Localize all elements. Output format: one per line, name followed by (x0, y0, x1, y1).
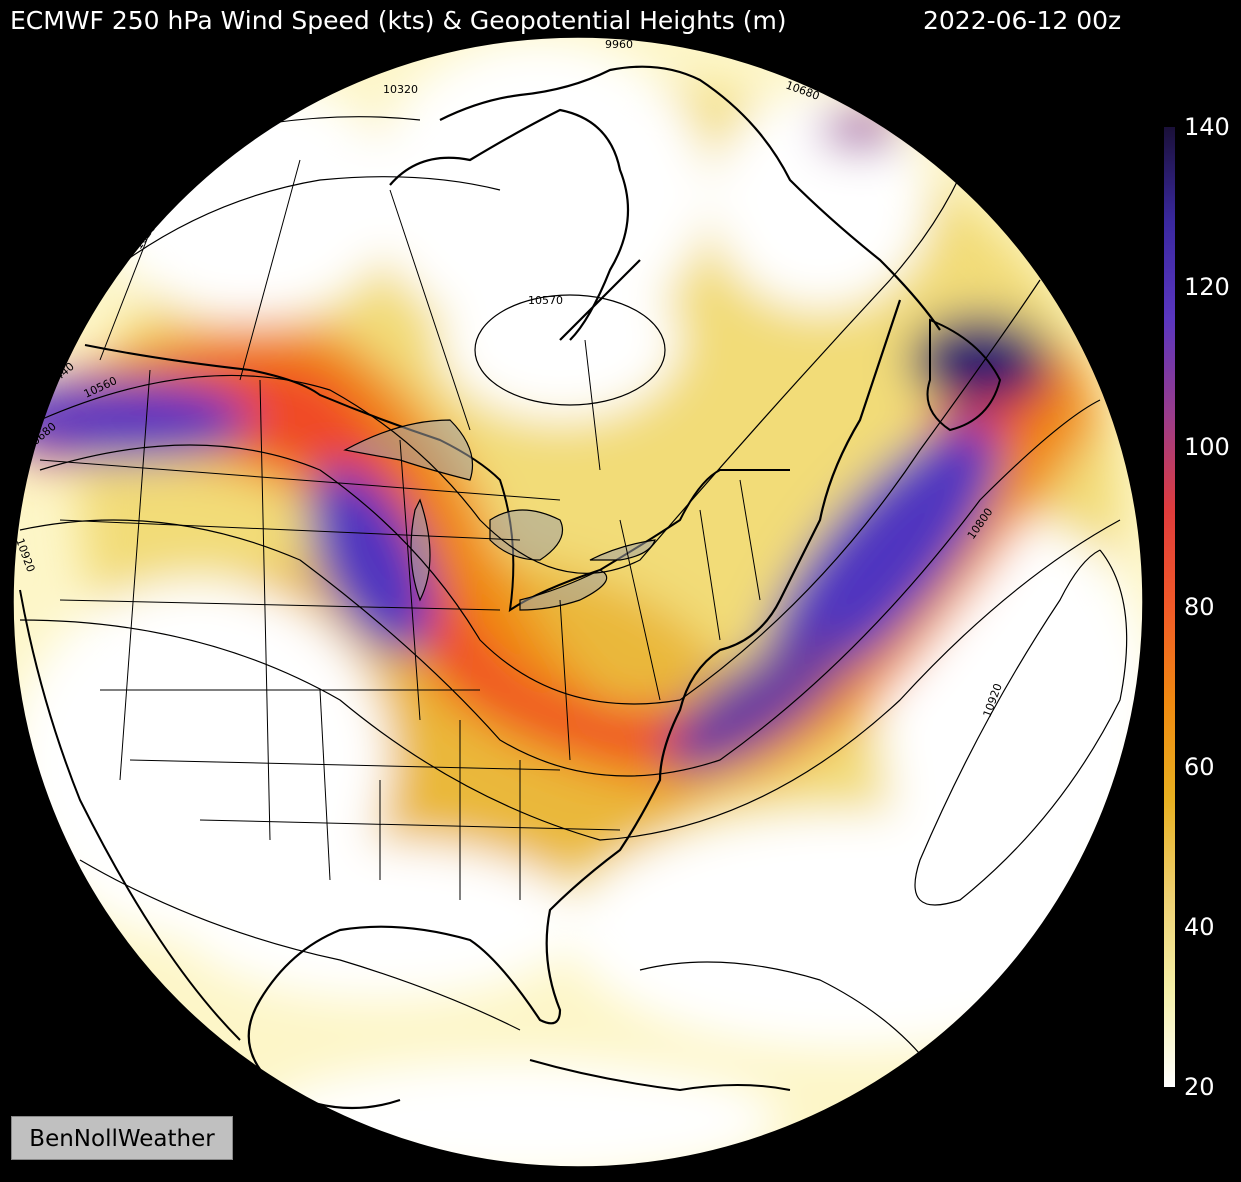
contour-label: 9960 (605, 38, 633, 51)
title-text: ECMWF 250 hPa Wind Speed (kts) & Geopote… (10, 6, 787, 35)
colorbar-tick: 40 (1184, 913, 1215, 941)
colorbar-tick: 120 (1184, 273, 1230, 301)
contour-label: 10570 (528, 294, 563, 307)
colorbar-tick: 20 (1184, 1073, 1215, 1101)
valid-time: 2022-06-12 00z (923, 6, 1122, 35)
credit-badge: BenNollWeather (11, 1116, 233, 1160)
globe-outline (12, 36, 1144, 1168)
colorbar-tick: 60 (1184, 753, 1215, 781)
wind-speed-colorbar (1164, 127, 1175, 1087)
geography-lines (19, 65, 1002, 1110)
colorbar-tick: 100 (1184, 433, 1230, 461)
colorbar-tick: 80 (1184, 593, 1215, 621)
height-contours (19, 116, 1128, 1081)
wind-field (13, 40, 1143, 1167)
contour-label: 10320 (383, 83, 418, 96)
colorbar-tick: 140 (1184, 113, 1230, 141)
map-title: ECMWF 250 hPa Wind Speed (kts) & Geopote… (10, 6, 1121, 35)
